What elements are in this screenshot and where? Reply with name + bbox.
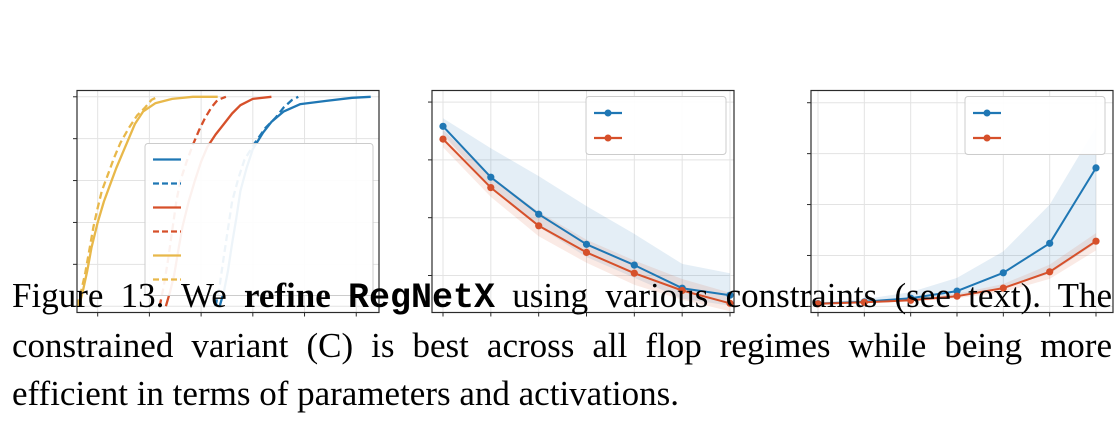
caption-bold-word: refine xyxy=(243,276,331,315)
legend-marker xyxy=(604,134,612,142)
plot-border xyxy=(431,89,735,314)
data-point xyxy=(582,248,591,256)
data-point xyxy=(860,298,868,306)
params-vs-flops-panel xyxy=(807,89,1114,317)
data-point xyxy=(726,291,734,299)
confidence-band xyxy=(443,118,730,306)
figure-caption: Figure 13. We refine RegNetX using vario… xyxy=(12,272,1112,418)
data-point xyxy=(630,269,638,277)
data-point xyxy=(999,269,1007,277)
cdf-error-panel xyxy=(73,89,380,317)
data-point xyxy=(1046,268,1054,276)
data-point xyxy=(726,299,734,307)
data-point xyxy=(678,286,686,295)
legend-box xyxy=(585,96,727,155)
data-point xyxy=(814,300,822,308)
confidence-band xyxy=(818,127,1096,305)
plot-border xyxy=(76,89,380,314)
data-point xyxy=(1092,237,1100,245)
data-point xyxy=(953,287,961,295)
data-point xyxy=(439,122,447,130)
error-vs-flops-panel xyxy=(428,89,735,317)
plot-border xyxy=(810,89,1114,314)
caption-lead: Figure 13. We xyxy=(12,276,244,315)
data-point xyxy=(907,296,915,304)
legend-marker xyxy=(983,109,991,117)
data-point xyxy=(535,210,543,218)
data-point xyxy=(439,135,447,143)
legend-marker xyxy=(983,134,991,142)
confidence-band xyxy=(443,129,730,312)
data-point xyxy=(487,173,495,181)
caption-body: using various constraints (see text). Th… xyxy=(12,276,1112,413)
data-point xyxy=(535,222,543,230)
data-point xyxy=(630,261,638,269)
data-point xyxy=(1046,239,1054,247)
cdf-line xyxy=(77,95,159,307)
data-point xyxy=(999,284,1007,292)
legend-box xyxy=(964,96,1106,155)
series-group xyxy=(439,118,734,312)
data-point xyxy=(1092,164,1100,172)
legend-box xyxy=(144,143,374,296)
data-point xyxy=(953,292,961,300)
legend-marker xyxy=(604,109,612,117)
caption-code-word: RegNetX xyxy=(348,278,496,318)
series-group xyxy=(814,127,1100,308)
cdf-line xyxy=(77,95,218,307)
data-point xyxy=(582,240,591,248)
data-point xyxy=(487,184,495,192)
confidence-band xyxy=(818,233,1096,305)
